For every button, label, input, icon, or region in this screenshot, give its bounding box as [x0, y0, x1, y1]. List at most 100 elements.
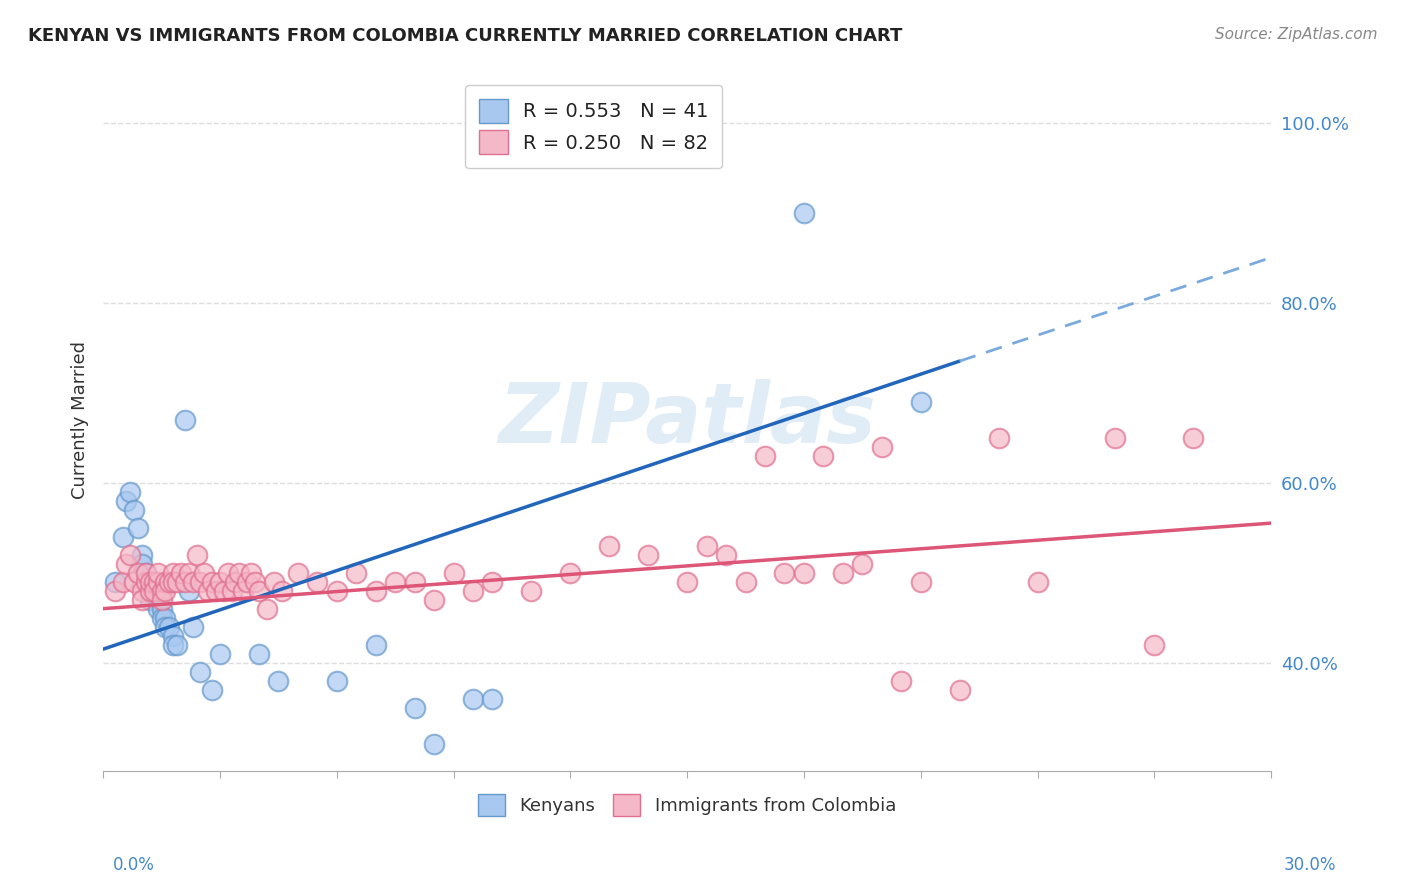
Point	[271, 583, 294, 598]
Point	[166, 574, 188, 589]
Point	[676, 574, 699, 589]
Point	[813, 449, 835, 463]
Point	[157, 620, 180, 634]
Point	[287, 566, 309, 580]
Point	[162, 574, 184, 589]
Point	[155, 610, 177, 624]
Point	[139, 592, 162, 607]
Point	[734, 574, 756, 589]
Point	[170, 566, 193, 580]
Point	[870, 440, 893, 454]
Point	[150, 610, 173, 624]
Point	[104, 583, 127, 598]
Point	[190, 665, 212, 679]
Point	[150, 592, 173, 607]
Point	[181, 574, 204, 589]
Point	[142, 574, 165, 589]
Point	[146, 566, 169, 580]
Point	[139, 574, 162, 589]
Point	[135, 574, 157, 589]
Point	[481, 574, 503, 589]
Point	[212, 583, 235, 598]
Point	[139, 583, 162, 598]
Point	[120, 484, 142, 499]
Point	[256, 601, 278, 615]
Point	[139, 583, 162, 598]
Text: 0.0%: 0.0%	[112, 856, 155, 874]
Point	[344, 566, 367, 580]
Point	[1182, 431, 1205, 445]
Point	[560, 566, 582, 580]
Point	[910, 394, 932, 409]
Point	[166, 638, 188, 652]
Point	[155, 574, 177, 589]
Point	[520, 583, 543, 598]
Point	[224, 574, 246, 589]
Point	[127, 521, 149, 535]
Point	[247, 647, 270, 661]
Point	[146, 574, 169, 589]
Point	[481, 691, 503, 706]
Point	[325, 583, 347, 598]
Point	[201, 574, 224, 589]
Point	[404, 700, 426, 714]
Point	[404, 574, 426, 589]
Point	[135, 566, 157, 580]
Legend: Kenyans, Immigrants from Colombia: Kenyans, Immigrants from Colombia	[470, 785, 905, 825]
Point	[150, 601, 173, 615]
Point	[598, 539, 620, 553]
Y-axis label: Currently Married: Currently Married	[72, 341, 89, 499]
Point	[773, 566, 796, 580]
Point	[177, 583, 200, 598]
Point	[851, 557, 873, 571]
Point	[131, 592, 153, 607]
Point	[162, 566, 184, 580]
Point	[142, 574, 165, 589]
Point	[135, 574, 157, 589]
Point	[714, 548, 737, 562]
Point	[135, 566, 157, 580]
Point	[120, 548, 142, 562]
Point	[384, 574, 406, 589]
Point	[325, 673, 347, 688]
Point	[142, 583, 165, 598]
Point	[228, 566, 250, 580]
Point	[190, 574, 212, 589]
Point	[1143, 638, 1166, 652]
Point	[240, 566, 263, 580]
Point	[423, 737, 446, 751]
Point	[208, 647, 231, 661]
Point	[170, 574, 193, 589]
Point	[201, 682, 224, 697]
Point	[208, 574, 231, 589]
Text: Source: ZipAtlas.com: Source: ZipAtlas.com	[1215, 27, 1378, 42]
Point	[247, 583, 270, 598]
Point	[364, 638, 387, 652]
Point	[162, 638, 184, 652]
Point	[243, 574, 266, 589]
Point	[217, 566, 239, 580]
Point	[146, 601, 169, 615]
Point	[637, 548, 659, 562]
Point	[115, 493, 138, 508]
Point	[131, 583, 153, 598]
Point	[111, 530, 134, 544]
Point	[1104, 431, 1126, 445]
Point	[987, 431, 1010, 445]
Point	[696, 539, 718, 553]
Point	[177, 566, 200, 580]
Point	[443, 566, 465, 580]
Point	[155, 583, 177, 598]
Point	[150, 583, 173, 598]
Point	[173, 412, 195, 426]
Point	[127, 566, 149, 580]
Point	[124, 574, 146, 589]
Point	[155, 620, 177, 634]
Point	[307, 574, 329, 589]
Point	[263, 574, 285, 589]
Point	[131, 557, 153, 571]
Point	[157, 574, 180, 589]
Point	[186, 548, 208, 562]
Text: KENYAN VS IMMIGRANTS FROM COLOMBIA CURRENTLY MARRIED CORRELATION CHART: KENYAN VS IMMIGRANTS FROM COLOMBIA CURRE…	[28, 27, 903, 45]
Point	[793, 205, 815, 219]
